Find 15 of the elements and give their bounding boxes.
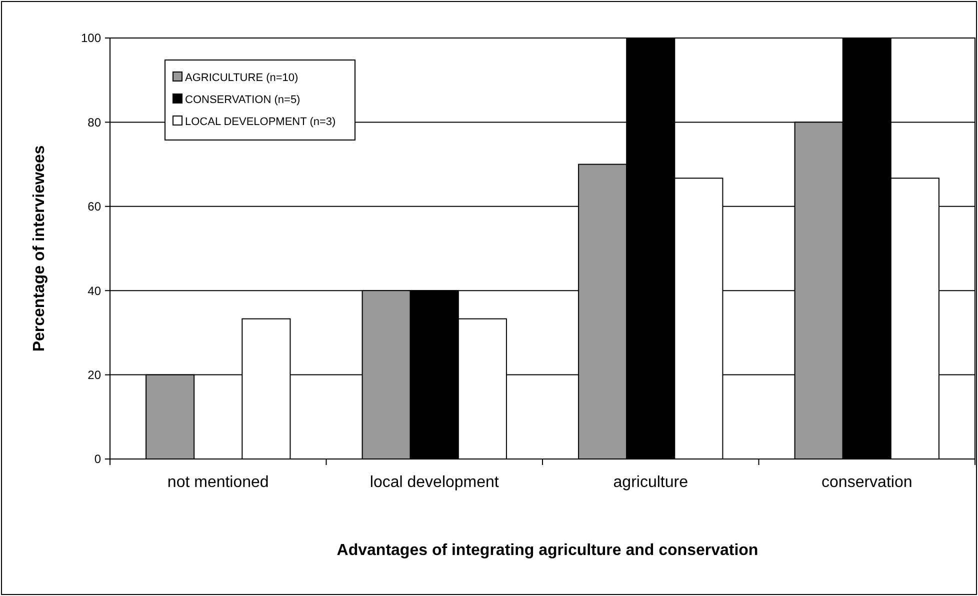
x-tick-label: local development [370, 474, 500, 491]
legend-label: LOCAL DEVELOPMENT (n=3) [185, 116, 336, 128]
y-tick-label: 20 [88, 368, 102, 382]
y-tick-label: 80 [88, 115, 102, 130]
y-tick-label: 60 [88, 200, 102, 214]
y-axis-title: Percentage of interviewees [31, 145, 48, 352]
x-tick-label: conservation [822, 474, 912, 491]
y-tick-label: 100 [80, 31, 102, 46]
legend-label: CONSERVATION (n=5) [185, 94, 300, 106]
x-tick-label: not mentioned [167, 474, 269, 491]
x-axis-title: Advantages of integrating agriculture and conservation [336, 542, 758, 559]
legend-label: AGRICULTURE (n=10) [185, 72, 298, 84]
x-tick-label: agriculture [613, 474, 688, 491]
y-tick-label: 0 [94, 452, 102, 466]
y-tick-label: 40 [88, 284, 102, 298]
